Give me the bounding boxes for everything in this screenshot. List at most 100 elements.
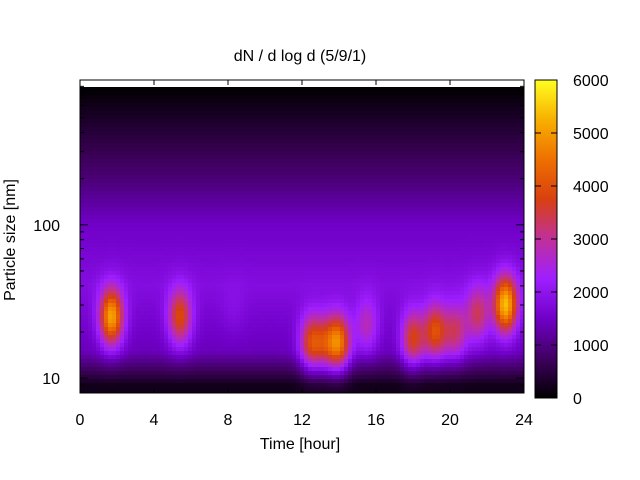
heatmap-cell [228, 187, 233, 192]
heatmap-cell [484, 183, 489, 188]
heatmap-cell [288, 179, 293, 184]
heatmap-cell [348, 223, 353, 228]
heatmap-cell [480, 103, 485, 108]
heatmap-cell [368, 187, 373, 192]
heatmap-cell [92, 151, 97, 156]
heatmap-cell [160, 127, 165, 132]
heatmap-cell [136, 235, 141, 240]
heatmap-cell [184, 107, 189, 112]
heatmap-cell [316, 199, 321, 204]
heatmap-cell [352, 203, 357, 208]
heatmap-cell [100, 247, 105, 252]
heatmap-cell [124, 107, 129, 112]
heatmap-cell [192, 123, 197, 128]
heatmap-cell [356, 155, 361, 160]
heatmap-cell [232, 191, 237, 196]
heatmap-cell [516, 107, 521, 112]
heatmap-cell [148, 183, 153, 188]
heatmap-cell [224, 259, 229, 264]
heatmap-cell [516, 207, 521, 212]
heatmap-cell [484, 263, 489, 268]
heatmap-cell [368, 211, 373, 216]
heatmap-cell [232, 127, 237, 132]
heatmap-cell [448, 135, 453, 140]
heatmap-cell [260, 247, 265, 252]
heatmap-cell [360, 95, 365, 100]
heatmap-cell [264, 223, 269, 228]
heatmap-cell [208, 127, 213, 132]
heatmap-cell [356, 203, 361, 208]
heatmap-cell [320, 139, 325, 144]
heatmap-cell [392, 179, 397, 184]
heatmap-cell [504, 211, 509, 216]
heatmap-cell [284, 211, 289, 216]
heatmap-cell [320, 199, 325, 204]
heatmap-cell [464, 139, 469, 144]
heatmap-cell [344, 191, 349, 196]
heatmap-cell [292, 175, 297, 180]
heatmap-cell [516, 139, 521, 144]
heatmap-cell [220, 119, 225, 124]
heatmap-cell [492, 151, 497, 156]
heatmap-cell [284, 231, 289, 236]
heatmap-cell [204, 131, 209, 136]
heatmap-cell [368, 175, 373, 180]
heatmap-cell [252, 255, 257, 260]
heatmap-cell [472, 139, 477, 144]
heatmap-cell [124, 127, 129, 132]
heatmap-cell [192, 187, 197, 192]
heatmap-cell [384, 195, 389, 200]
heatmap-cell [484, 115, 489, 120]
heatmap-cell [112, 195, 117, 200]
heatmap-cell [396, 215, 401, 220]
heatmap-cell [92, 223, 97, 228]
heatmap-cell [196, 107, 201, 112]
heatmap-cell [244, 215, 249, 220]
heatmap-cell [192, 259, 197, 264]
heatmap-cell [116, 239, 121, 244]
heatmap-cell [132, 259, 137, 264]
heatmap-cell [420, 227, 425, 232]
heatmap-cell [332, 207, 337, 212]
heatmap-cell [168, 143, 173, 148]
heatmap-cell [360, 163, 365, 168]
heatmap-cell [480, 263, 485, 268]
heatmap-cell [332, 171, 337, 176]
heatmap-cell [352, 207, 357, 212]
heatmap-cell [268, 247, 273, 252]
heatmap-cell [496, 227, 501, 232]
heatmap-cell [504, 183, 509, 188]
heatmap-cell [188, 227, 193, 232]
heatmap-cell [480, 151, 485, 156]
heatmap-cell [404, 115, 409, 120]
heatmap-cell [336, 123, 341, 128]
heatmap-cell [184, 147, 189, 152]
heatmap-cell [380, 199, 385, 204]
heatmap-cell [288, 143, 293, 148]
heatmap-cell [344, 187, 349, 192]
heatmap-cell [484, 243, 489, 248]
heatmap-cell [440, 247, 445, 252]
heatmap-cell [324, 99, 329, 104]
heatmap-cell [308, 239, 313, 244]
heatmap-cell [84, 127, 89, 132]
heatmap-cell [112, 167, 117, 172]
heatmap-cell [408, 235, 413, 240]
heatmap-cell [432, 151, 437, 156]
heatmap-cell [252, 259, 257, 264]
heatmap-cell [504, 155, 509, 160]
heatmap-cell [344, 183, 349, 188]
heatmap-cell [400, 203, 405, 208]
heatmap-cell [196, 171, 201, 176]
heatmap-cell [412, 215, 417, 220]
heatmap-cell [156, 99, 161, 104]
heatmap-cell [292, 143, 297, 148]
heatmap-cell [136, 239, 141, 244]
heatmap-cell [344, 151, 349, 156]
heatmap-cell [300, 231, 305, 236]
heatmap-cell [448, 191, 453, 196]
heatmap-cell [288, 131, 293, 136]
heatmap-cell [104, 171, 109, 176]
heatmap-cell [396, 227, 401, 232]
heatmap-cell [232, 239, 237, 244]
